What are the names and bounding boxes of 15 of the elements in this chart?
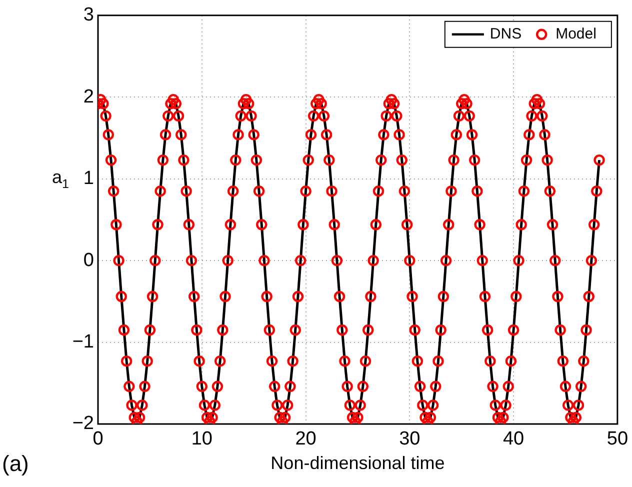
x-axis-title: Non-dimensional time: [270, 452, 445, 473]
text: (a): [2, 451, 29, 476]
y-tick-label: 1: [83, 168, 94, 190]
x-tick-label: 20: [295, 428, 316, 450]
x-tick-label: 50: [606, 428, 628, 450]
legend-label: DNS: [490, 26, 522, 43]
y-tick-label: 3: [83, 4, 94, 26]
legend-label: Model: [556, 26, 596, 43]
y-tick-label: −1: [72, 332, 94, 353]
y-tick-label: −2: [72, 413, 94, 434]
x-tick-label: 30: [399, 428, 420, 450]
y-tick-label: 2: [83, 86, 94, 108]
x-tick-label: 10: [191, 428, 212, 450]
x-tick-label: 40: [502, 428, 524, 450]
y-tick-label: 0: [83, 250, 94, 271]
